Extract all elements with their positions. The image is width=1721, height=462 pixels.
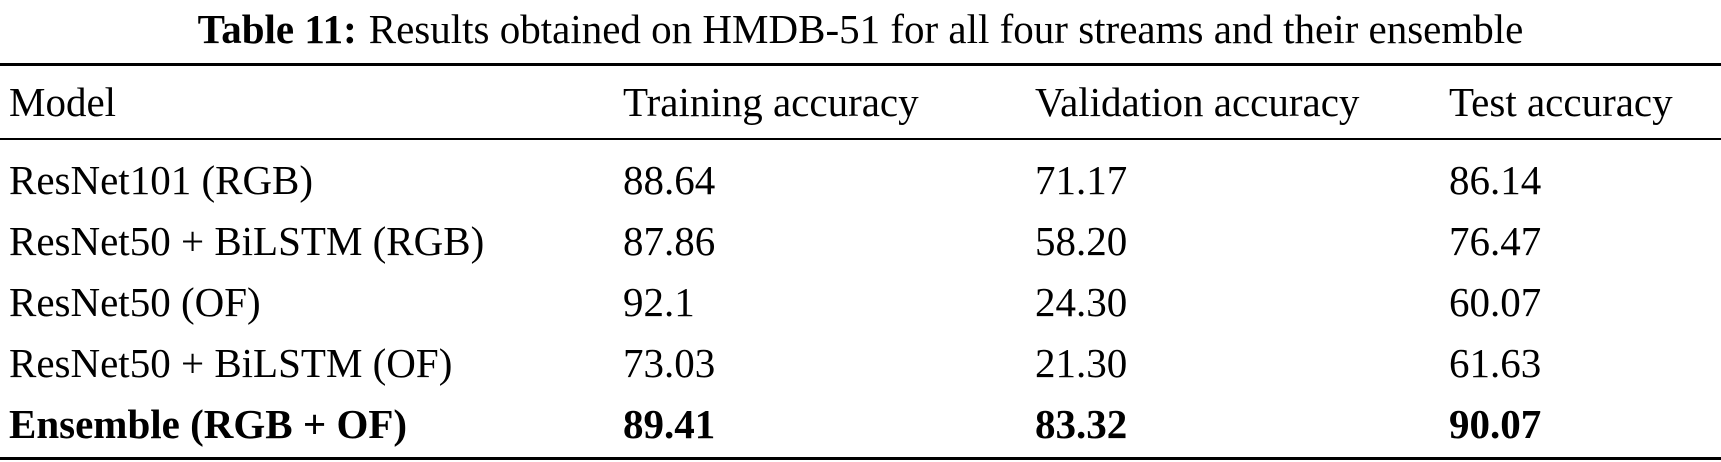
table-caption: Table 11: Results obtained on HMDB-51 for…	[0, 4, 1721, 54]
header-cell: Training accuracy	[623, 79, 919, 125]
value-cell: 73.03	[623, 340, 716, 386]
value-cell: 58.20	[1035, 218, 1128, 264]
value-cell: 90.07	[1449, 401, 1542, 447]
value-cell: 87.86	[623, 218, 716, 264]
model-cell: ResNet101 (RGB)	[9, 157, 314, 203]
value-cell: 24.30	[1035, 279, 1128, 325]
value-cell: 21.30	[1035, 340, 1128, 386]
top-rule	[0, 63, 1721, 66]
value-cell: 71.17	[1035, 157, 1128, 203]
caption-label: Table 11:	[197, 6, 357, 52]
mid-rule	[0, 138, 1721, 140]
model-cell: ResNet50 (OF)	[9, 279, 261, 325]
model-cell: ResNet50 + BiLSTM (RGB)	[9, 218, 485, 264]
value-cell: 61.63	[1449, 340, 1542, 386]
value-cell: 88.64	[623, 157, 716, 203]
header-cell: Validation accuracy	[1035, 79, 1360, 125]
model-cell: Ensemble (RGB + OF)	[9, 401, 408, 447]
value-cell: 83.32	[1035, 401, 1128, 447]
header-cell: Model	[9, 79, 117, 125]
value-cell: 60.07	[1449, 279, 1542, 325]
value-cell: 92.1	[623, 279, 695, 325]
caption-text: Results obtained on HMDB-51 for all four…	[368, 6, 1524, 52]
model-cell: ResNet50 + BiLSTM (OF)	[9, 340, 453, 386]
header-cell: Test accuracy	[1449, 79, 1673, 125]
value-cell: 76.47	[1449, 218, 1542, 264]
value-cell: 89.41	[623, 401, 716, 447]
bottom-rule	[0, 457, 1721, 460]
value-cell: 86.14	[1449, 157, 1542, 203]
